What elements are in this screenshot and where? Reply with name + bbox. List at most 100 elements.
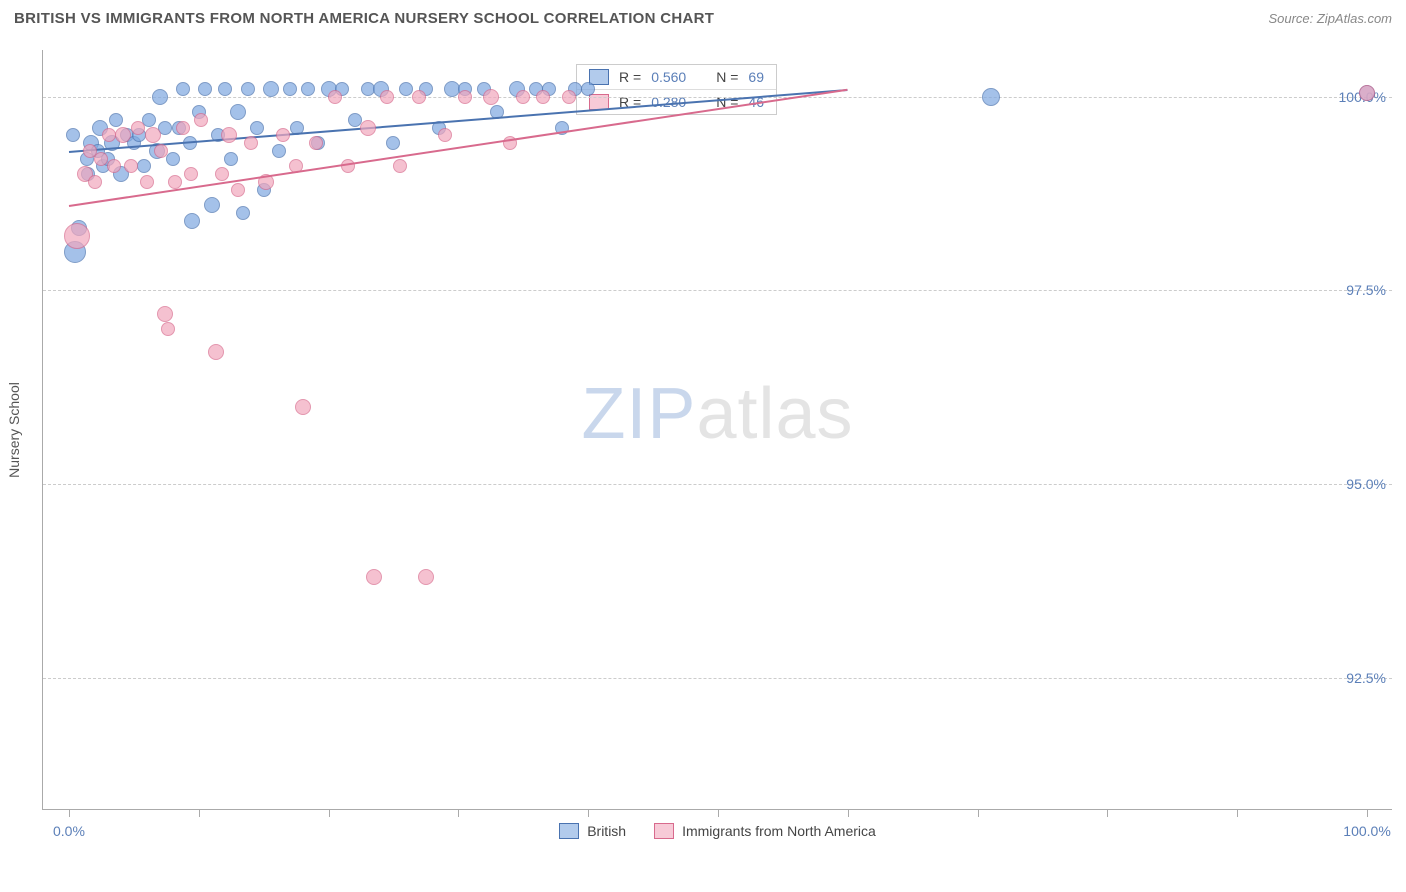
data-point bbox=[161, 322, 175, 336]
data-point bbox=[208, 344, 224, 360]
data-point bbox=[224, 152, 238, 166]
data-point bbox=[94, 152, 108, 166]
legend-item: Immigrants from North America bbox=[654, 823, 876, 839]
data-point bbox=[154, 144, 168, 158]
data-point bbox=[263, 81, 279, 97]
data-point bbox=[412, 90, 426, 104]
data-point bbox=[241, 82, 255, 96]
y-tick-label: 95.0% bbox=[1346, 476, 1386, 492]
data-point bbox=[157, 306, 173, 322]
x-tick bbox=[329, 809, 330, 817]
data-point bbox=[66, 128, 80, 142]
data-point bbox=[64, 223, 90, 249]
data-point bbox=[438, 128, 452, 142]
data-point bbox=[137, 159, 151, 173]
data-point bbox=[341, 159, 355, 173]
data-point bbox=[124, 159, 138, 173]
data-point bbox=[109, 113, 123, 127]
data-point bbox=[1359, 85, 1375, 101]
x-tick bbox=[1367, 809, 1368, 817]
data-point bbox=[168, 175, 182, 189]
data-point bbox=[393, 159, 407, 173]
data-point bbox=[140, 175, 154, 189]
data-point bbox=[366, 569, 382, 585]
data-point bbox=[483, 89, 499, 105]
data-point bbox=[102, 128, 116, 142]
legend-r-value: 0.560 bbox=[651, 69, 686, 85]
data-point bbox=[221, 127, 237, 143]
x-tick bbox=[978, 809, 979, 817]
y-tick-label: 97.5% bbox=[1346, 282, 1386, 298]
data-point bbox=[176, 121, 190, 135]
data-point bbox=[295, 399, 311, 415]
gridline bbox=[43, 484, 1392, 485]
data-point bbox=[115, 127, 131, 143]
data-point bbox=[360, 120, 376, 136]
legend-swatch bbox=[559, 823, 579, 839]
data-point bbox=[152, 89, 168, 105]
legend-item: British bbox=[559, 823, 626, 839]
x-tick-label: 0.0% bbox=[53, 823, 85, 839]
data-point bbox=[380, 90, 394, 104]
x-tick bbox=[848, 809, 849, 817]
data-point bbox=[399, 82, 413, 96]
x-tick-label: 100.0% bbox=[1343, 823, 1390, 839]
legend-label: Immigrants from North America bbox=[682, 823, 876, 839]
data-point bbox=[88, 175, 102, 189]
x-tick bbox=[69, 809, 70, 817]
data-point bbox=[131, 121, 145, 135]
data-point bbox=[184, 213, 200, 229]
legend-swatch bbox=[654, 823, 674, 839]
data-point bbox=[283, 82, 297, 96]
data-point bbox=[176, 82, 190, 96]
data-point bbox=[516, 90, 530, 104]
data-point bbox=[301, 82, 315, 96]
data-point bbox=[230, 104, 246, 120]
data-point bbox=[458, 90, 472, 104]
data-point bbox=[276, 128, 290, 142]
x-tick bbox=[588, 809, 589, 817]
series-legend: British Immigrants from North America bbox=[43, 823, 1392, 839]
data-point bbox=[184, 167, 198, 181]
data-point bbox=[218, 82, 232, 96]
data-point bbox=[386, 136, 400, 150]
gridline bbox=[43, 290, 1392, 291]
legend-label: British bbox=[587, 823, 626, 839]
legend-n-value: 69 bbox=[748, 69, 764, 85]
data-point bbox=[982, 88, 1000, 106]
gridline bbox=[43, 678, 1392, 679]
data-point bbox=[107, 159, 121, 173]
legend-n-label: N = bbox=[716, 69, 738, 85]
data-point bbox=[198, 82, 212, 96]
data-point bbox=[194, 113, 208, 127]
x-tick bbox=[718, 809, 719, 817]
data-point bbox=[250, 121, 264, 135]
data-point bbox=[272, 144, 286, 158]
chart-title: BRITISH VS IMMIGRANTS FROM NORTH AMERICA… bbox=[14, 10, 714, 27]
y-tick-label: 92.5% bbox=[1346, 670, 1386, 686]
legend-r-label: R = bbox=[619, 69, 641, 85]
legend-row: R = 0.560 N = 69 bbox=[577, 65, 776, 90]
scatter-plot: ZIPatlas R =0.560N =69R =0.280N =46 Brit… bbox=[42, 50, 1392, 810]
data-point bbox=[215, 167, 229, 181]
data-point bbox=[142, 113, 156, 127]
data-point bbox=[309, 136, 323, 150]
data-point bbox=[166, 152, 180, 166]
data-point bbox=[536, 90, 550, 104]
data-point bbox=[145, 127, 161, 143]
data-point bbox=[328, 90, 342, 104]
x-tick bbox=[1107, 809, 1108, 817]
y-axis-label: Nursery School bbox=[6, 382, 22, 478]
data-point bbox=[231, 183, 245, 197]
data-point bbox=[562, 90, 576, 104]
data-point bbox=[244, 136, 258, 150]
x-tick bbox=[199, 809, 200, 817]
gridline bbox=[43, 97, 1392, 98]
source-credit: Source: ZipAtlas.com bbox=[1268, 11, 1392, 26]
data-point bbox=[236, 206, 250, 220]
data-point bbox=[418, 569, 434, 585]
data-point bbox=[204, 197, 220, 213]
data-point bbox=[581, 82, 595, 96]
x-tick bbox=[1237, 809, 1238, 817]
x-tick bbox=[458, 809, 459, 817]
